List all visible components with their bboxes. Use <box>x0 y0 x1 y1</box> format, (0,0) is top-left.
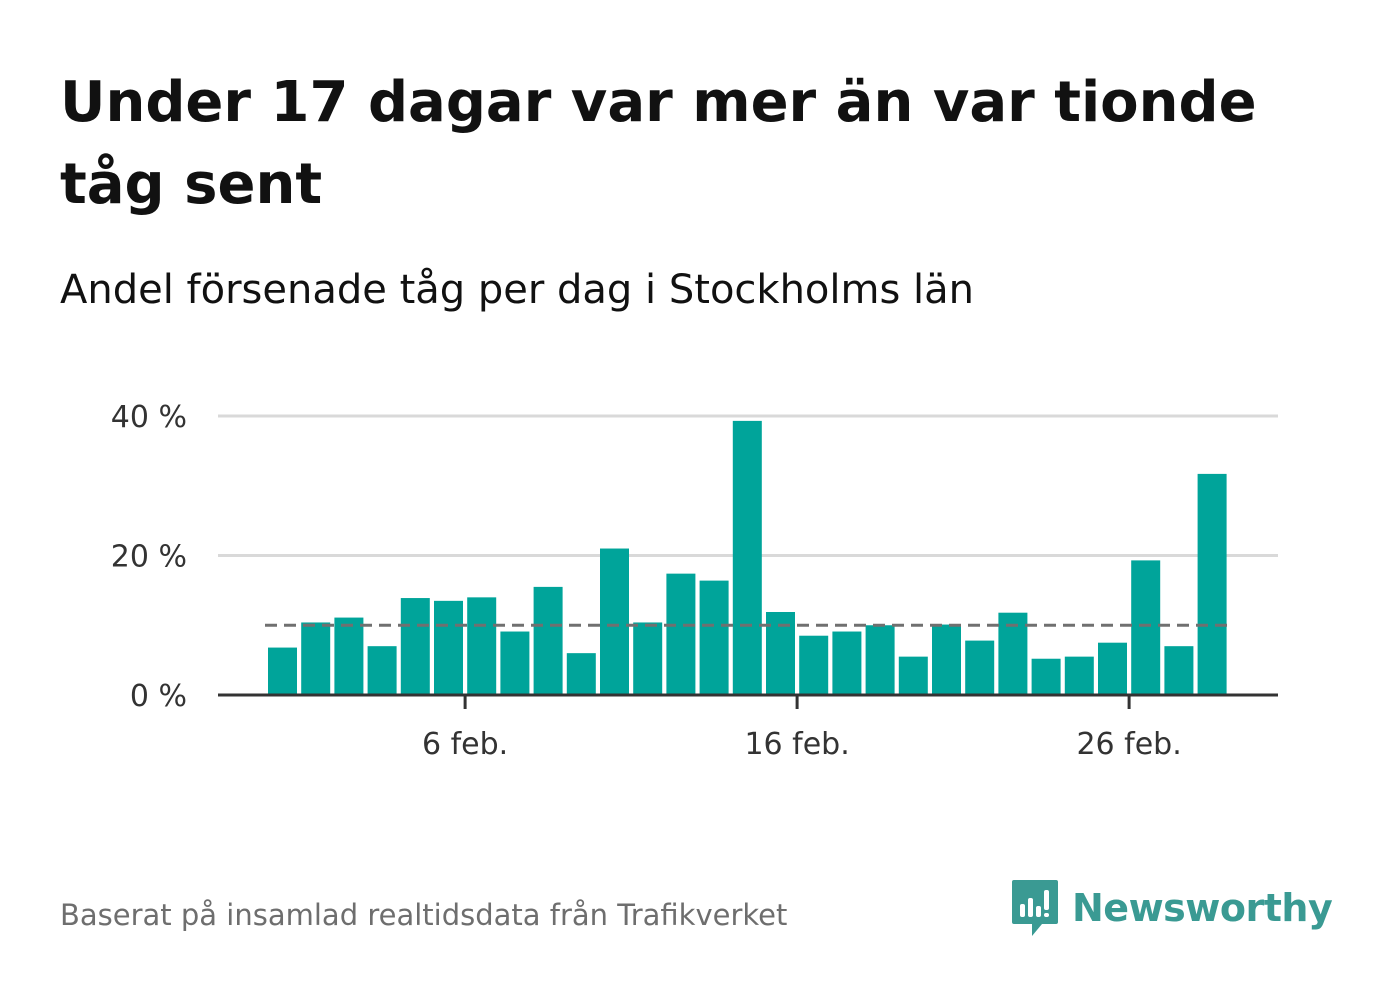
bar <box>865 625 895 695</box>
bar <box>1131 560 1161 695</box>
bar <box>500 631 530 695</box>
bar <box>367 646 397 695</box>
bar <box>965 640 995 695</box>
x-tick-label: 26 feb. <box>1076 727 1181 762</box>
bar <box>301 622 331 695</box>
bar <box>732 420 762 695</box>
bar <box>400 598 430 695</box>
brand-logo: Newsworthy <box>1010 878 1333 938</box>
y-tick-label: 20 % <box>111 540 187 575</box>
bar <box>600 548 629 695</box>
bar <box>666 573 696 695</box>
bar <box>434 600 463 695</box>
chart-subtitle: Andel försenade tåg per dag i Stockholms… <box>60 267 975 313</box>
bar <box>566 653 596 695</box>
x-tick-label: 6 feb. <box>422 727 508 762</box>
bar <box>932 624 961 695</box>
bar <box>1197 473 1227 695</box>
bar <box>832 631 862 695</box>
y-tick-label: 40 % <box>111 400 187 435</box>
newsworthy-logo-icon <box>1012 880 1058 936</box>
bar <box>898 656 928 695</box>
brand-name: Newsworthy <box>1072 886 1333 930</box>
bar <box>1031 658 1061 695</box>
bar <box>334 617 364 695</box>
bar <box>1064 656 1094 695</box>
y-tick-label: 0 % <box>130 679 187 714</box>
source-note: Baserat på insamlad realtidsdata från Tr… <box>60 898 788 932</box>
bars <box>268 420 1227 695</box>
x-tick-label: 16 feb. <box>744 727 849 762</box>
bar <box>268 647 297 695</box>
bar <box>467 597 497 695</box>
bar <box>799 635 829 695</box>
chart-title: Under 17 dagar var mer än var tionde tåg… <box>60 70 1257 217</box>
bar <box>1164 646 1194 695</box>
bar-chart: 0 % 20 % 40 % 6 feb. 16 feb. 26 feb. <box>111 400 1278 762</box>
axes: 0 % 20 % 40 % 6 feb. 16 feb. 26 feb. <box>111 400 1278 762</box>
bar <box>533 586 563 695</box>
bar <box>633 622 663 695</box>
bar <box>1098 642 1127 695</box>
bar <box>699 580 729 695</box>
